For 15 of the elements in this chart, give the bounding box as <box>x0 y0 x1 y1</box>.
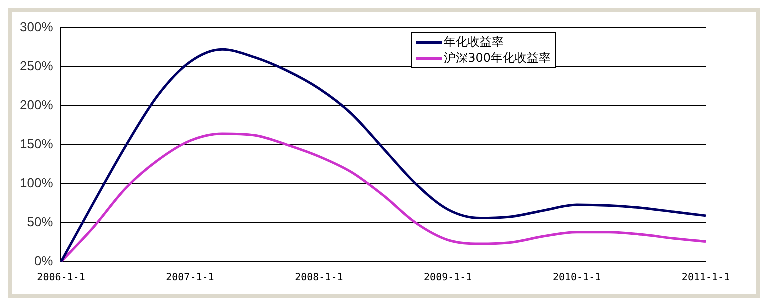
x-tick-label: 2010-1-1 <box>552 272 602 284</box>
y-tick-label: 0% <box>34 254 54 269</box>
x-tick-label: 2009-1-1 <box>424 272 472 284</box>
x-tick-label: 2008-1-1 <box>295 272 344 284</box>
y-tick-label: 250% <box>20 58 54 74</box>
y-tick-label: 50% <box>27 214 54 230</box>
y-tick-label: 150% <box>20 136 54 152</box>
y-tick-label: 200% <box>20 97 54 112</box>
y-tick-label: 100% <box>20 176 54 191</box>
x-tick-label: 2007-1-1 <box>166 272 214 284</box>
x-tick-label: 2011-1-1 <box>682 272 730 284</box>
y-tick-label: 300% <box>20 19 54 34</box>
x-tick-label: 2006-1-1 <box>37 272 86 284</box>
legend-label: 沪深300年化收益率 <box>444 50 551 66</box>
legend-label: 年化收益率 <box>444 34 504 50</box>
